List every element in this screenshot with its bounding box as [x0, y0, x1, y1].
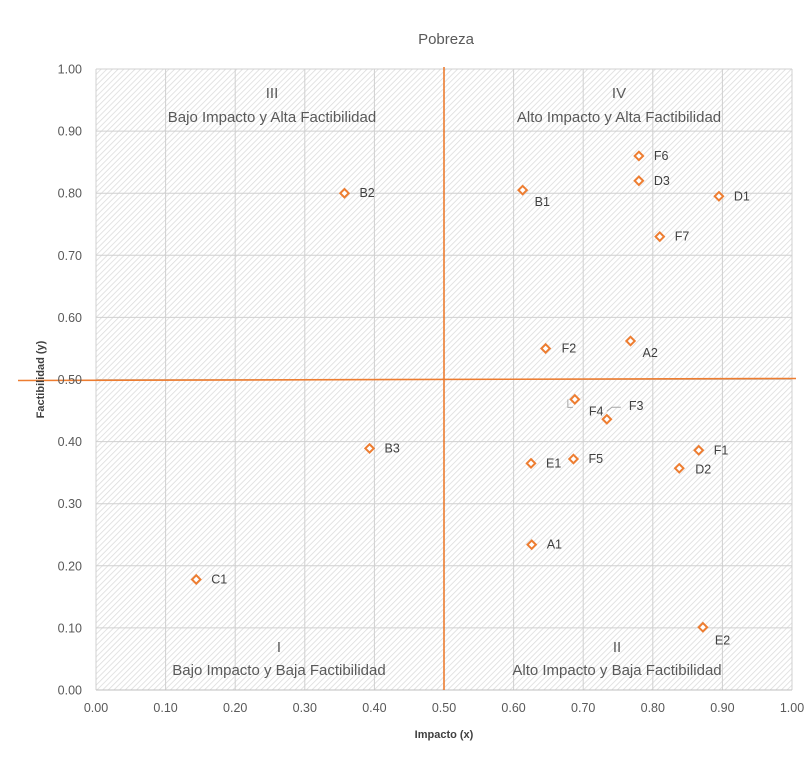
quadrant-I-label: Bajo Impacto y Baja Factibilidad [172, 662, 385, 679]
point-label-C1: C1 [211, 572, 227, 586]
quadrant-dividers [17, 67, 797, 690]
point-label-F1: F1 [714, 443, 729, 457]
y-tick-label: 0.50 [58, 373, 82, 387]
y-tick-label: 0.60 [58, 311, 82, 325]
point-F4 [569, 393, 581, 405]
axis-ticks: 0.00 0.10 0.20 0.30 0.40 0.50 0.60 0.70 0.80 0.90… [58, 63, 805, 716]
y-tick-label: 0.20 [58, 559, 82, 573]
quadrant-I-numeral: I [277, 639, 281, 656]
y-tick-label: 0.00 [58, 684, 82, 698]
point-F7 [654, 231, 666, 243]
point-F3 [601, 413, 613, 425]
point-label-B2: B2 [359, 186, 374, 200]
y-tick-label: 0.80 [58, 187, 82, 201]
point-label-E1: E1 [546, 456, 561, 470]
y-tick-label: 1.00 [58, 63, 82, 77]
point-label-D2: D2 [695, 462, 711, 476]
point-label-D1: D1 [734, 189, 750, 203]
y-tick-label: 0.90 [58, 125, 82, 139]
y-tick-label: 0.10 [58, 621, 82, 635]
point-B3 [363, 442, 376, 455]
point-D3 [633, 175, 645, 187]
point-A2 [624, 335, 637, 347]
leader-line-F4 [567, 399, 573, 408]
point-B1 [517, 184, 529, 196]
quadrant-III-label: Bajo Impacto y Alta Factibilidad [168, 109, 376, 126]
point-label-D3: D3 [654, 174, 670, 188]
point-label-B3: B3 [385, 441, 400, 455]
point-C1 [190, 573, 202, 586]
x-tick-label: 0.40 [362, 701, 386, 715]
point-F1 [693, 444, 705, 456]
quadrant-IV-numeral: IV [612, 85, 626, 102]
point-D2 [673, 462, 685, 474]
horizontal-divider [17, 377, 797, 382]
y-tick-label: 0.30 [58, 497, 82, 511]
point-A1 [526, 539, 538, 551]
x-tick-label: 0.10 [153, 701, 177, 715]
y-tick-label: 0.70 [58, 249, 82, 263]
y-tick-label: 0.40 [58, 435, 82, 449]
point-E2 [697, 621, 709, 633]
point-E1 [525, 457, 537, 469]
point-F6 [633, 150, 645, 162]
point-B2 [338, 187, 351, 199]
x-tick-label: 0.80 [641, 701, 665, 715]
x-tick-label: 0.30 [293, 701, 317, 715]
quadrant-II-numeral: II [613, 639, 621, 656]
x-tick-label: 0.60 [501, 701, 525, 715]
x-tick-label: 0.00 [84, 701, 108, 715]
x-tick-label: 0.90 [710, 701, 734, 715]
y-axis-title: Factibilidad (y) [35, 340, 47, 418]
x-axis-title: Impacto (x) [415, 729, 474, 741]
quadrant-IV-label: Alto Impacto y Alta Factibilidad [517, 109, 721, 126]
x-tick-label: 0.70 [571, 701, 595, 715]
point-F5 [567, 453, 580, 465]
point-label-A1: A1 [547, 538, 562, 552]
x-tick-label: 0.20 [223, 701, 247, 715]
point-label-B1: B1 [535, 195, 550, 209]
point-label-F4: F4 [589, 404, 604, 418]
quadrant-II-label: Alto Impacto y Baja Factibilidad [512, 662, 721, 679]
chart-title: Pobreza [418, 31, 475, 48]
x-tick-label: 1.00 [780, 701, 804, 715]
point-label-F6: F6 [654, 149, 669, 163]
x-tick-label: 0.50 [432, 701, 456, 715]
point-label-F7: F7 [675, 230, 690, 244]
point-F2 [540, 342, 552, 355]
leader-line-F3 [606, 406, 621, 412]
point-D1 [713, 190, 725, 202]
point-label-E2: E2 [715, 633, 730, 647]
point-label-F3: F3 [629, 399, 644, 413]
point-label-F5: F5 [588, 452, 603, 466]
quadrant-III-numeral: III [266, 85, 279, 102]
point-label-F2: F2 [562, 341, 577, 355]
point-label-A2: A2 [643, 346, 658, 360]
